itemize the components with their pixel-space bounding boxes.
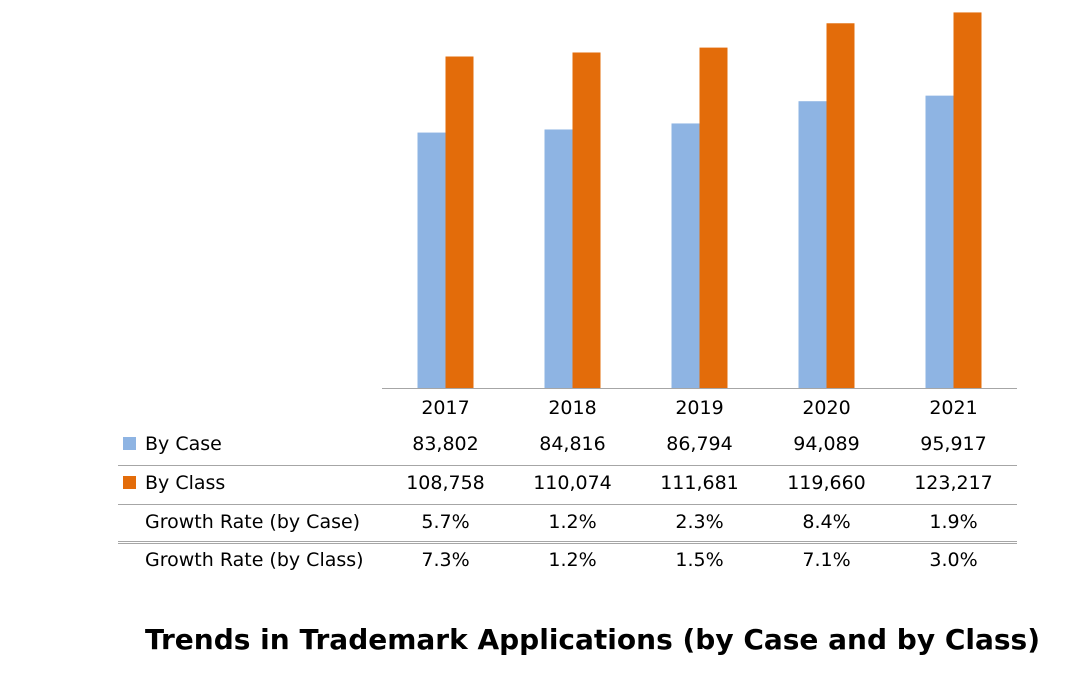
bar-by-case-2020 (799, 101, 827, 388)
table-divider (118, 541, 1017, 542)
chart-title: Trends in Trademark Applications (by Cas… (0, 620, 1040, 660)
table-cell: 111,681 (636, 471, 763, 495)
table-row-label: By Case (145, 432, 222, 456)
bar-by-case-2018 (545, 129, 573, 388)
bar-by-class-2017 (446, 57, 474, 388)
table-cell: 108,758 (382, 471, 509, 495)
table-cell: 1.2% (509, 548, 636, 572)
table-cell: 119,660 (763, 471, 890, 495)
bar-by-case-2017 (418, 133, 446, 388)
bar-by-case-2021 (926, 96, 954, 388)
table-cell: 7.3% (382, 548, 509, 572)
legend-swatch-by-case (123, 437, 136, 450)
table-row-label: By Class (145, 471, 225, 495)
bar-by-class-2020 (827, 23, 855, 388)
table-cell: 1.5% (636, 548, 763, 572)
bar-by-class-2021 (954, 12, 982, 388)
table-cell: 3.0% (890, 548, 1017, 572)
x-tick-label-2017: 2017 (421, 397, 469, 419)
x-tick-label-2018: 2018 (548, 397, 596, 419)
table-divider (118, 504, 1017, 505)
bar-by-class-2018 (573, 52, 601, 388)
table-cell: 95,917 (890, 432, 1017, 456)
table-cell: 5.7% (382, 510, 509, 534)
legend-swatch-by-class (123, 476, 136, 489)
table-cell: 7.1% (763, 548, 890, 572)
table-cell: 110,074 (509, 471, 636, 495)
x-tick-label-2021: 2021 (929, 397, 977, 419)
bar-by-class-2019 (700, 48, 728, 388)
table-cell: 94,089 (763, 432, 890, 456)
table-divider (118, 465, 1017, 466)
x-tick-label-2020: 2020 (802, 397, 850, 419)
table-cell: 1.9% (890, 510, 1017, 534)
table-cell: 8.4% (763, 510, 890, 534)
table-divider (118, 543, 1017, 544)
table-cell: 1.2% (509, 510, 636, 534)
table-cell: 2.3% (636, 510, 763, 534)
table-row-label: Growth Rate (by Class) (145, 548, 364, 572)
table-cell: 83,802 (382, 432, 509, 456)
table-row-label: Growth Rate (by Case) (145, 510, 360, 534)
table-cell: 86,794 (636, 432, 763, 456)
x-tick-label-2019: 2019 (675, 397, 723, 419)
table-cell: 84,816 (509, 432, 636, 456)
table-cell: 123,217 (890, 471, 1017, 495)
bar-by-case-2019 (672, 123, 700, 388)
